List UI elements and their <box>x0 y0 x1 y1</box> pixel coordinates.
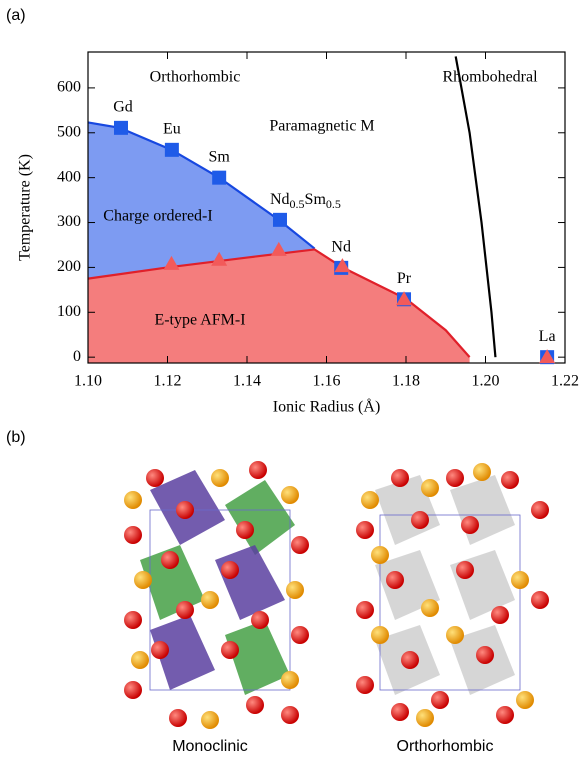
x-tick-label: 1.16 <box>313 373 341 390</box>
structure-caption: Monoclinic <box>172 738 248 755</box>
x-tick-label: 1.14 <box>233 373 261 390</box>
triangle-marker <box>539 349 556 364</box>
structure-caption: Orthorhombic <box>397 738 494 755</box>
point-label: Nd <box>331 239 351 256</box>
region-label: Charge ordered-I <box>103 208 212 225</box>
triangle-marker <box>396 291 413 306</box>
label-part: Sm <box>305 191 327 208</box>
y-tick-label: 200 <box>57 258 81 275</box>
phase-boundary <box>454 56 497 358</box>
x-tick-label: 1.18 <box>392 373 420 390</box>
triangle-marker <box>270 241 287 256</box>
y-tick-label: 600 <box>57 79 81 96</box>
region-label: Paramagnetic M <box>269 118 374 135</box>
square-marker <box>212 170 227 185</box>
x-axis-title: Ionic Radius (Å) <box>273 398 381 416</box>
square-marker <box>164 142 179 157</box>
y-tick-label: 100 <box>57 303 81 320</box>
orthorhombic-structure <box>356 463 549 727</box>
panel-label: (a) <box>6 7 26 24</box>
label-part: Nd <box>270 191 290 208</box>
x-tick-label: 1.22 <box>551 373 579 390</box>
x-tick-label: 1.20 <box>472 373 500 390</box>
subscript: 0.5 <box>326 197 341 211</box>
x-tick-label: 1.12 <box>154 373 182 390</box>
point-label: Gd <box>113 99 133 116</box>
y-tick-label: 300 <box>57 213 81 230</box>
region-label: Rhombohedral <box>442 69 538 86</box>
region-fill <box>88 122 315 279</box>
square-marker <box>113 120 128 135</box>
region-label: E-type AFM-I <box>154 312 245 329</box>
subscript: 0.5 <box>290 197 305 211</box>
point-label: Nd0.5Sm0.5 <box>270 191 341 211</box>
point-label: La <box>539 328 556 345</box>
y-axis-title: Temperature (K) <box>17 154 34 261</box>
triangle-marker <box>211 251 228 266</box>
phase-boundary <box>87 248 471 358</box>
y-tick-label: 500 <box>57 123 81 140</box>
triangle-marker <box>334 258 351 273</box>
point-label: Sm <box>209 148 231 165</box>
panel-label: (b) <box>6 429 26 446</box>
y-tick-label: 400 <box>57 168 81 185</box>
point-label: Pr <box>397 270 412 287</box>
x-tick-label: 1.10 <box>74 373 102 390</box>
region-label: Orthorhombic <box>150 69 241 86</box>
y-tick-label: 0 <box>73 348 81 365</box>
triangle-marker <box>163 255 180 270</box>
monoclinic-structure <box>124 461 309 729</box>
square-marker <box>272 212 287 227</box>
region-fill <box>88 249 470 363</box>
point-label: Eu <box>163 121 181 138</box>
plot: 1.10 1.12 1.14 1.16 1.18 1.20 1.22 0 100 200 300 40… <box>17 51 579 416</box>
